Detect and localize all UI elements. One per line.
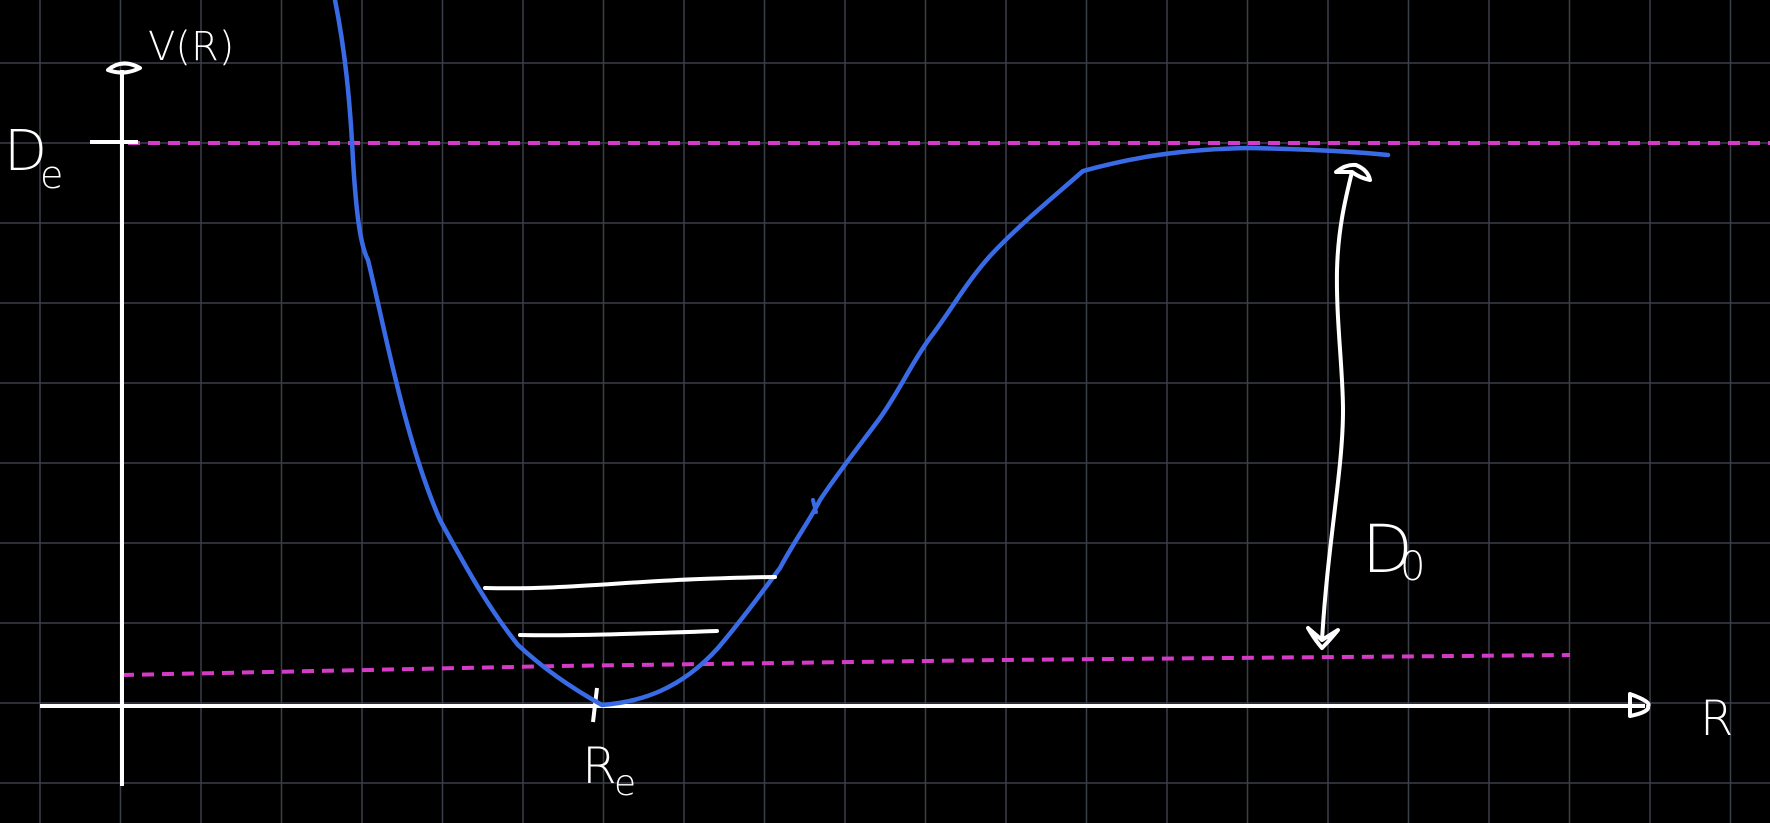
potential-curve (332, 0, 1391, 708)
x-axis-label: R (1700, 691, 1733, 747)
dissociation-label: D (1362, 511, 1413, 588)
y-axis-label: V(R) (148, 24, 234, 70)
dissociation-subscript: 0 (1400, 544, 1425, 590)
double-headed-arrow-icon (1306, 162, 1372, 650)
axis-arrow-icon (1628, 692, 1651, 718)
curve-stroke-mark (811, 498, 818, 514)
equilibrium-label: R (582, 737, 617, 795)
well-depth-label: D (4, 119, 47, 184)
well-depth-subscript: e (40, 153, 63, 197)
equilibrium-subscript: e (614, 763, 636, 804)
zero-point-dashed-line (121, 653, 1571, 677)
vibrational-level-0 (518, 629, 719, 638)
vibrational-level-1 (483, 575, 777, 591)
axis-arrow-icon (106, 61, 142, 75)
x-axis-tick-re (591, 687, 599, 723)
